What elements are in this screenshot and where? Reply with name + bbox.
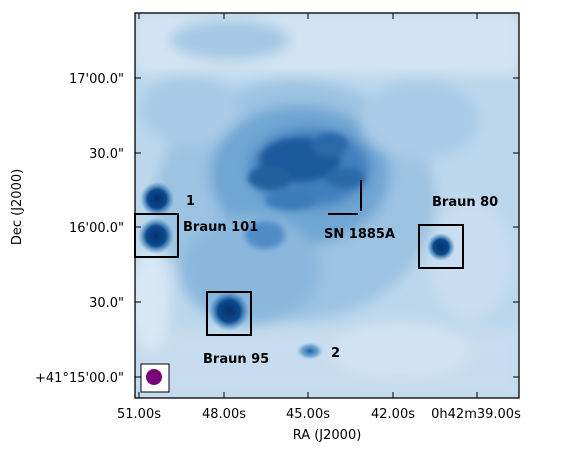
y-tick-label: +41°15'00.0" — [35, 371, 124, 386]
label-braun-101: Braun 101 — [183, 220, 258, 235]
x-tick-label: 51.00s — [117, 407, 161, 422]
sky-image — [135, 13, 519, 398]
source-braun-80 — [427, 233, 455, 261]
label-braun-95: Braun 95 — [203, 352, 269, 367]
plot-frame — [134, 12, 520, 399]
source-boxes — [134, 213, 464, 336]
box-braun-101 — [134, 213, 179, 258]
beam-ellipse — [146, 369, 162, 385]
sn-marker — [328, 180, 362, 215]
x-tick-label: 45.00s — [286, 407, 330, 422]
y-axis-label: Dec (J2000) — [10, 169, 25, 245]
x-tick-label: 48.00s — [202, 407, 246, 422]
label-braun-80: Braun 80 — [432, 195, 498, 210]
label-source-1: 1 — [186, 194, 195, 209]
box-braun-80 — [418, 224, 464, 269]
box-braun-95 — [206, 291, 252, 336]
core-emission — [245, 133, 365, 249]
source-1 — [140, 182, 174, 216]
source-2 — [296, 342, 324, 360]
tick-marks — [135, 13, 519, 398]
label-source-2: 2 — [331, 346, 340, 361]
source-braun-95 — [209, 291, 249, 331]
x-tick-label: 0h42m39.00s — [431, 407, 521, 422]
source-braun-101 — [138, 218, 174, 254]
y-tick-label: 30.0" — [89, 296, 124, 311]
y-tick-label: 17'00.0" — [69, 72, 124, 87]
label-sn-1885a: SN 1885A — [324, 227, 395, 242]
y-tick-label: 16'00.0" — [69, 221, 124, 236]
y-tick-label: 30.0" — [89, 147, 124, 162]
x-tick-label: 42.00s — [371, 407, 415, 422]
x-axis-label: RA (J2000) — [293, 428, 362, 443]
